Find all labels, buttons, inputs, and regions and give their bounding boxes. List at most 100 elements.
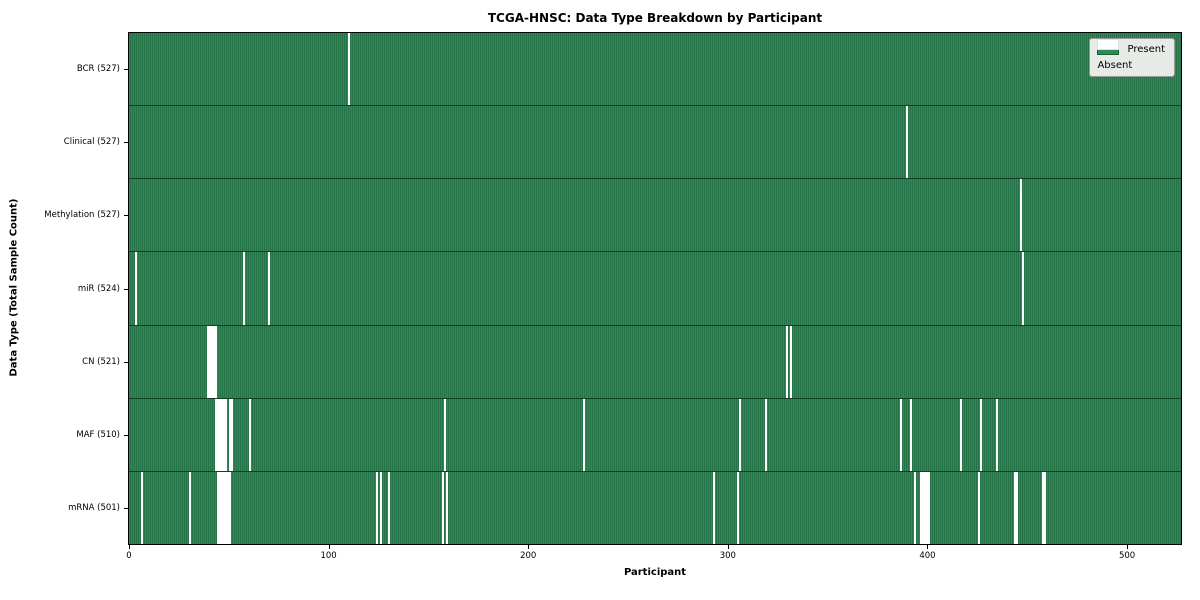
absent-line xyxy=(1021,252,1024,325)
absent-line xyxy=(218,471,221,544)
absent-line xyxy=(906,106,909,179)
absent-line xyxy=(206,325,209,398)
absent-line xyxy=(1019,179,1022,252)
absent-line xyxy=(977,471,980,544)
absent-line xyxy=(443,398,446,471)
absent-line xyxy=(927,471,930,544)
absent-line xyxy=(1043,471,1046,544)
absent-line xyxy=(210,325,213,398)
absent-line xyxy=(919,471,922,544)
y-tick-label: Clinical (527) xyxy=(63,136,120,147)
absent-line xyxy=(224,471,227,544)
plot-area xyxy=(128,32,1182,545)
heatmap-row xyxy=(129,252,1181,326)
absent-line xyxy=(212,325,215,398)
x-tick-mark xyxy=(128,545,130,549)
heatmap-row xyxy=(129,398,1181,472)
absent-line xyxy=(220,398,223,471)
absent-line xyxy=(979,398,982,471)
legend: Present Absent xyxy=(1089,38,1175,77)
x-axis-label: Participant xyxy=(623,567,687,578)
x-tick-mark xyxy=(528,545,530,549)
absent-line xyxy=(923,471,926,544)
y-tick-label: miR (524) xyxy=(77,283,120,294)
absent-line xyxy=(925,471,928,544)
absent-swatch xyxy=(1097,39,1120,50)
y-tick-mark xyxy=(124,288,128,290)
x-tick-label: 200 xyxy=(520,551,537,561)
y-tick-mark xyxy=(124,215,128,217)
absent-line xyxy=(214,398,217,471)
absent-line xyxy=(268,252,271,325)
legend-label-absent: Absent xyxy=(1097,60,1133,71)
absent-line xyxy=(242,252,245,325)
absent-line xyxy=(188,471,191,544)
y-tick-mark xyxy=(124,508,128,510)
absent-line xyxy=(1041,471,1044,544)
x-tick-label: 500 xyxy=(1118,551,1136,561)
absent-line xyxy=(226,471,229,544)
x-tick-label: 0 xyxy=(126,551,132,561)
y-tick-mark xyxy=(124,435,128,437)
heatmap-row xyxy=(129,471,1181,544)
absent-line xyxy=(222,471,225,544)
absent-line xyxy=(736,471,739,544)
absent-line xyxy=(1013,471,1016,544)
absent-line xyxy=(712,471,715,544)
x-tick-label: 300 xyxy=(719,551,736,561)
absent-line xyxy=(216,471,219,544)
y-tick-mark xyxy=(124,68,128,70)
absent-line xyxy=(134,252,137,325)
absent-line xyxy=(228,471,231,544)
absent-line xyxy=(921,471,924,544)
absent-line xyxy=(248,398,251,471)
y-tick-mark xyxy=(124,361,128,363)
absent-line xyxy=(380,471,383,544)
x-tick-label: 100 xyxy=(320,551,337,561)
y-tick-label: CN (521) xyxy=(82,356,120,367)
y-tick-label: MAF (510) xyxy=(76,430,120,441)
heatmap-row xyxy=(129,325,1181,399)
absent-line xyxy=(959,398,962,471)
absent-line xyxy=(224,398,227,471)
heatmap-row xyxy=(129,106,1181,180)
absent-line xyxy=(1015,471,1018,544)
absent-line xyxy=(900,398,903,471)
y-tick-label: BCR (527) xyxy=(76,63,120,74)
absent-line xyxy=(348,33,351,106)
absent-line xyxy=(140,471,143,544)
absent-line xyxy=(216,398,219,471)
chart-title: TCGA-HNSC: Data Type Breakdown by Partic… xyxy=(487,11,823,25)
absent-line xyxy=(222,398,225,471)
absent-line xyxy=(228,398,231,471)
absent-line xyxy=(388,471,390,544)
absent-line xyxy=(208,325,211,398)
heatmap-row xyxy=(129,33,1181,107)
absent-line xyxy=(995,398,998,471)
heatmap-row xyxy=(129,179,1181,253)
absent-line xyxy=(583,398,586,471)
absent-line xyxy=(910,398,913,471)
y-tick-mark xyxy=(124,141,128,143)
x-tick-mark xyxy=(927,545,929,549)
x-tick-mark xyxy=(328,545,330,549)
absent-line xyxy=(738,398,741,471)
x-tick-mark xyxy=(727,545,729,549)
y-tick-label: Methylation (527) xyxy=(44,210,120,221)
absent-line xyxy=(214,325,217,398)
legend-label-present: Present xyxy=(1127,44,1165,55)
absent-line xyxy=(914,471,916,544)
absent-line xyxy=(230,398,233,471)
y-axis-label: Data Type (Total Sample Count) xyxy=(8,198,20,377)
absent-line xyxy=(790,325,793,398)
absent-line xyxy=(764,398,767,471)
absent-line xyxy=(786,325,789,398)
y-tick-label: mRNA (501) xyxy=(68,503,120,514)
absent-line xyxy=(445,471,448,544)
x-tick-mark xyxy=(1127,545,1129,549)
absent-line xyxy=(218,398,221,471)
absent-line xyxy=(220,471,223,544)
legend-entry-absent: Absent xyxy=(1097,39,1165,71)
absent-line xyxy=(441,471,444,544)
